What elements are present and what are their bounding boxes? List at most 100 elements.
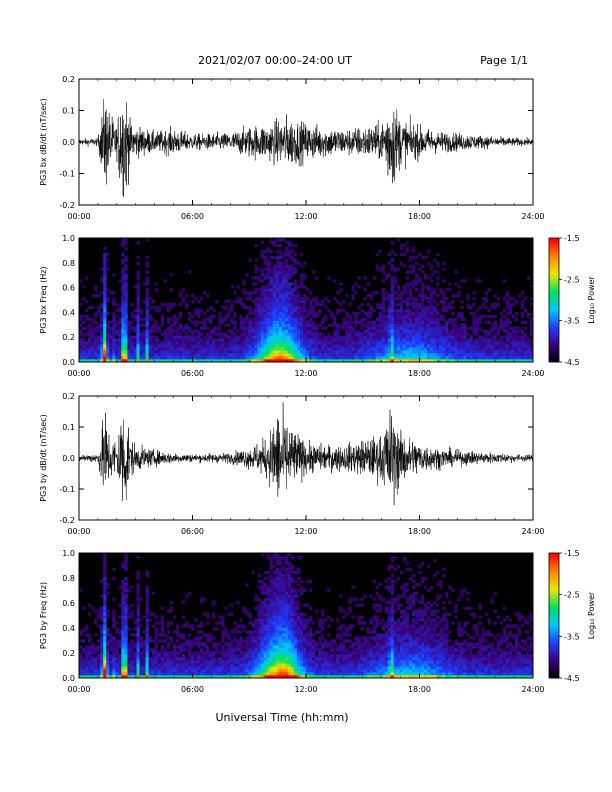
spectrogram-cell	[254, 627, 258, 631]
spectrogram-cell	[445, 359, 449, 363]
spectrogram-cell	[230, 666, 234, 670]
spectrogram-cell	[181, 666, 186, 670]
spectrogram-cell	[112, 302, 116, 307]
spectrogram-cell	[293, 591, 298, 595]
spectrogram-cell	[85, 317, 89, 321]
x-tick-label: 24:00	[521, 527, 544, 536]
spectrogram-cell	[181, 660, 186, 664]
spectrogram-cell	[200, 660, 204, 664]
spectrogram-cell	[272, 675, 277, 679]
spectrogram-cell	[284, 615, 289, 619]
spectrogram-cell	[106, 338, 110, 342]
spectrogram-cell	[166, 624, 171, 628]
spectrogram-cell	[266, 335, 270, 339]
spectrogram-cell	[378, 359, 382, 363]
spectrogram-cell	[103, 311, 107, 316]
spectrogram-cell	[154, 350, 158, 354]
spectrogram-cell	[275, 633, 280, 637]
spectrogram-cell	[103, 314, 107, 319]
spectrogram-cell	[290, 654, 295, 658]
spectrogram-cell	[448, 329, 452, 333]
spectrogram-cell	[257, 305, 261, 310]
spectrogram-cell	[106, 663, 110, 667]
spectrogram-cell	[112, 651, 116, 655]
x-tick-label: 24:00	[521, 212, 544, 221]
spectrogram-cell	[505, 317, 510, 321]
spectrogram-cell	[257, 317, 261, 321]
spectrogram-cell	[245, 651, 249, 655]
spectrogram-cell	[160, 660, 165, 664]
spectrogram-cell	[481, 314, 485, 319]
spectrogram-cell	[424, 276, 428, 280]
spectrogram-cell	[387, 294, 392, 298]
spectrogram-cell	[299, 630, 304, 634]
spectrogram-cell	[85, 276, 89, 280]
spectrogram-cell	[254, 669, 258, 673]
spectrogram-cell	[296, 308, 301, 313]
spectrogram-cell	[284, 609, 289, 613]
spectrogram-cell	[121, 261, 125, 265]
spectrogram-cell	[296, 555, 301, 560]
spectrogram-cell	[254, 630, 258, 634]
spectrogram-cell	[121, 660, 125, 664]
spectrogram-cell	[112, 615, 116, 619]
spectrogram-cell	[299, 297, 304, 301]
spectrogram-cell	[206, 308, 210, 313]
spectrogram-cell	[408, 255, 413, 259]
spectrogram-cell	[248, 344, 252, 348]
spectrogram-cell	[242, 288, 246, 292]
spectrogram-cell	[251, 660, 255, 664]
spectrogram-cell	[184, 660, 189, 664]
spectrogram-cell	[502, 335, 507, 339]
spectrogram-cell	[236, 642, 240, 646]
spectrogram-cell	[263, 624, 267, 628]
spectrogram-cell	[194, 320, 198, 324]
spectrogram-cell	[151, 675, 155, 679]
spectrogram-cell	[526, 353, 531, 357]
spectrogram-cell	[194, 657, 198, 661]
spectrogram-cell	[260, 249, 264, 254]
spectrogram-cell	[318, 344, 322, 348]
spectrogram-cell	[287, 630, 292, 634]
spectrogram-cell	[402, 264, 407, 268]
spectrogram-cell	[421, 347, 425, 351]
spectrogram-cell	[345, 326, 349, 330]
spectrogram-cell	[148, 675, 152, 679]
spectrogram-cell	[221, 663, 225, 667]
spectrogram-cell	[333, 344, 337, 348]
spectrogram-cell	[254, 606, 258, 610]
colorbar-swatch	[549, 343, 559, 346]
spectrogram-cell	[85, 657, 89, 661]
spectrogram-cell	[100, 305, 104, 310]
spectrogram-cell	[345, 347, 349, 351]
spectrogram-cell	[520, 329, 525, 333]
spectrogram-cell	[520, 344, 525, 348]
spectrogram-cell	[200, 326, 204, 330]
spectrogram-cell	[100, 654, 104, 658]
spectrogram-cell	[336, 308, 340, 313]
spectrogram-cell	[296, 669, 301, 673]
spectrogram-cell	[469, 341, 473, 345]
spectrogram-cell	[97, 305, 101, 310]
spectrogram-cell	[296, 606, 301, 610]
spectrogram-cell	[281, 288, 286, 292]
spectrogram-cell	[411, 300, 416, 304]
spectrogram-cell	[136, 588, 140, 592]
spectrogram-cell	[293, 633, 298, 637]
spectrogram-cell	[436, 261, 440, 265]
spectrogram-cell	[124, 255, 128, 259]
spectrogram-cell	[118, 344, 122, 348]
spectrogram-cell	[293, 609, 298, 613]
spectrogram-cell	[421, 291, 425, 295]
spectrogram-cell	[269, 603, 274, 607]
spectrogram-cell	[79, 645, 83, 649]
spectrogram-cell	[318, 302, 322, 307]
spectrogram-cell	[284, 672, 289, 676]
spectrogram-cell	[381, 297, 385, 301]
spectrogram-cell	[463, 326, 467, 330]
spectrogram-cell	[88, 663, 92, 667]
spectrogram-cell	[197, 642, 201, 646]
x-tick-label: 24:00	[521, 369, 544, 378]
spectrogram-cell	[106, 252, 110, 257]
spectrogram-cell	[118, 615, 122, 619]
